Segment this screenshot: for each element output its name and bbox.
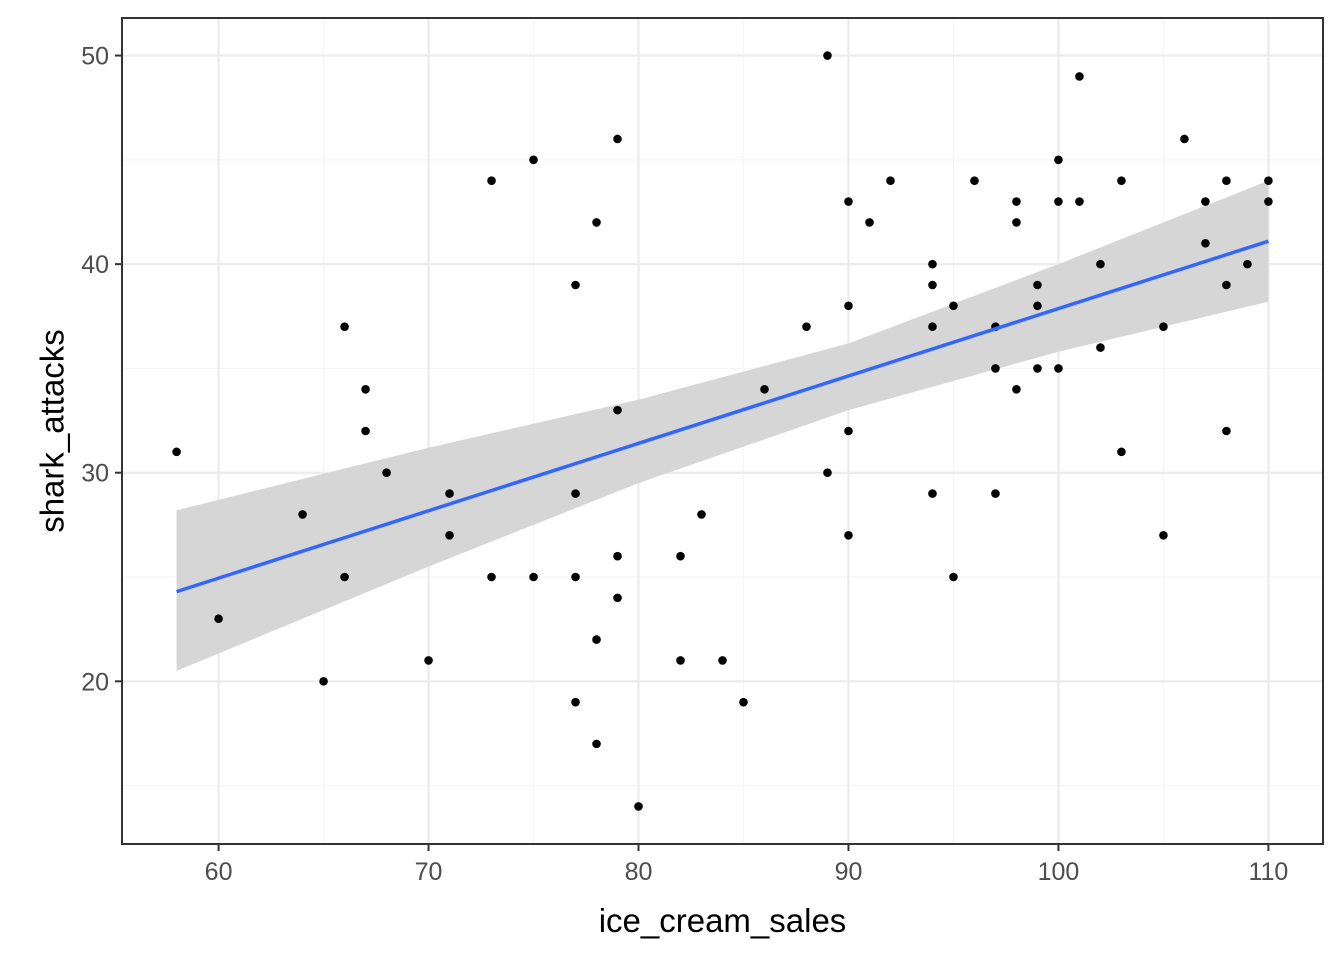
data-point	[844, 426, 853, 436]
x-tick-label: 110	[1248, 858, 1288, 886]
x-tick-label: 80	[625, 858, 653, 886]
data-point	[634, 802, 643, 811]
data-point	[592, 635, 601, 644]
data-point	[1054, 155, 1063, 165]
y-axis-title: shark_attacks	[34, 329, 71, 533]
data-point	[382, 468, 391, 478]
data-point	[718, 656, 727, 665]
data-point	[1033, 280, 1042, 290]
data-point	[991, 489, 1000, 498]
data-point	[424, 656, 433, 665]
data-point	[1159, 530, 1168, 540]
data-point	[1075, 72, 1084, 81]
data-point	[592, 739, 601, 749]
regression-line	[176, 239, 1269, 594]
data-point	[613, 134, 622, 144]
panel-border	[121, 17, 1324, 845]
y-tick-label: 20	[81, 668, 109, 696]
data-point	[1243, 259, 1252, 269]
data-point	[592, 218, 601, 227]
x-axis: 60 70 80 90 100 110	[205, 844, 1288, 886]
data-point	[1117, 176, 1126, 185]
data-point	[445, 530, 454, 540]
data-point	[1117, 447, 1126, 457]
data-point	[1222, 176, 1231, 185]
data-point	[928, 489, 937, 498]
data-point	[1201, 238, 1210, 248]
data-point	[613, 405, 622, 415]
data-point	[928, 322, 937, 332]
y-tick-label: 50	[81, 43, 109, 71]
data-point	[928, 259, 937, 269]
data-point	[340, 572, 349, 582]
data-point	[571, 280, 580, 290]
confidence-band-area	[176, 180, 1269, 671]
data-point	[1054, 197, 1063, 206]
data-point	[886, 176, 895, 185]
data-point	[361, 384, 370, 394]
data-point	[613, 593, 622, 603]
data-point	[613, 551, 622, 561]
data-point	[1180, 134, 1189, 144]
data-point	[949, 301, 958, 311]
x-axis-title: ice_cream_sales	[599, 902, 847, 939]
data-point	[298, 510, 307, 519]
data-point	[1033, 364, 1042, 373]
data-point	[991, 364, 1000, 373]
y-axis: 20 30 40 50	[81, 43, 122, 696]
x-tick-label: 70	[415, 858, 443, 886]
data-point	[1012, 218, 1021, 227]
data-point	[1075, 197, 1084, 206]
data-point	[844, 197, 853, 206]
x-tick-label: 90	[835, 858, 863, 886]
y-tick-label: 40	[81, 251, 109, 279]
data-point	[823, 468, 832, 478]
data-point	[739, 697, 748, 707]
data-point	[844, 530, 853, 540]
data-point	[802, 322, 811, 332]
y-tick-label: 30	[81, 460, 109, 488]
data-point	[1264, 197, 1273, 206]
data-point	[214, 614, 223, 624]
data-point	[1222, 426, 1231, 436]
data-point	[1264, 176, 1273, 185]
data-point	[1012, 197, 1021, 206]
confidence-band	[176, 180, 1269, 671]
data-point	[949, 572, 958, 582]
data-point	[487, 176, 496, 185]
data-point	[1096, 259, 1105, 269]
data-point	[844, 301, 853, 311]
x-tick-label: 60	[205, 858, 233, 886]
data-point	[1054, 364, 1063, 373]
data-point	[1201, 197, 1210, 206]
data-point	[487, 572, 496, 582]
data-point	[1033, 301, 1042, 311]
data-point	[529, 155, 538, 165]
data-point	[361, 426, 370, 436]
regression-line-path	[176, 239, 1269, 594]
data-point	[1096, 343, 1105, 352]
data-point	[1012, 384, 1021, 394]
data-point	[571, 489, 580, 498]
data-point	[697, 510, 706, 519]
data-point	[445, 489, 454, 498]
data-point	[340, 322, 349, 332]
data-point	[676, 656, 685, 665]
data-point	[1222, 280, 1231, 290]
data-point	[928, 280, 937, 290]
data-point	[970, 176, 979, 185]
data-point	[319, 677, 328, 686]
data-point	[571, 697, 580, 707]
data-point	[823, 51, 832, 60]
data-point	[865, 218, 874, 227]
data-point	[676, 551, 685, 561]
data-point	[529, 572, 538, 582]
data-point	[172, 447, 181, 457]
data-point	[760, 384, 769, 394]
data-point	[571, 572, 580, 582]
data-point	[1159, 322, 1168, 332]
x-tick-label: 100	[1038, 858, 1080, 886]
data-points	[172, 51, 1273, 811]
